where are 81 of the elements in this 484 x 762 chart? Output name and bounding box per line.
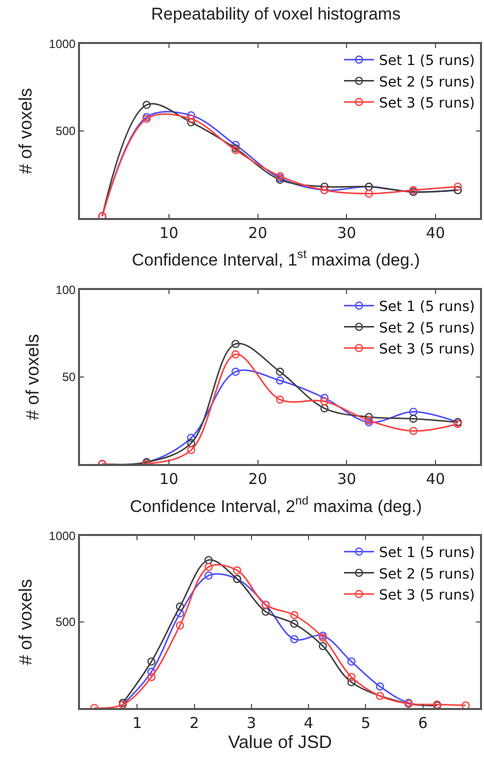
point bbox=[147, 668, 156, 676]
x-axis-title: Value of JSD bbox=[228, 732, 332, 752]
point bbox=[176, 602, 184, 611]
y-tick-label: 50 bbox=[62, 370, 76, 384]
chart-title: Repeatability of voxel histograms bbox=[151, 4, 401, 24]
legend-label: Set 2 (5 runs) bbox=[379, 566, 475, 582]
point bbox=[176, 621, 184, 630]
x-tick-label: 6 bbox=[418, 714, 428, 732]
y-axis-title: # of voxels bbox=[22, 334, 42, 420]
y-tick-label: 100 bbox=[56, 283, 76, 298]
point bbox=[187, 439, 196, 448]
chart-title: Confidence Interval, 2$^{nd}$ maxima (deg.) bbox=[130, 494, 422, 516]
legend-label: Set 3 (5 runs) bbox=[379, 95, 475, 112]
point bbox=[376, 692, 384, 700]
point bbox=[364, 190, 373, 198]
x-tick-label: 10 bbox=[159, 224, 178, 242]
point bbox=[204, 562, 213, 572]
x-tick-label: 20 bbox=[248, 224, 268, 242]
x-tick-label: 30 bbox=[337, 224, 356, 242]
point bbox=[142, 100, 151, 109]
legend-label: Set 3 (5 runs) bbox=[379, 341, 475, 358]
legend-label: Set 2 (5 runs) bbox=[379, 74, 475, 90]
point bbox=[320, 182, 329, 191]
point bbox=[409, 414, 418, 423]
x-tick-label: 10 bbox=[159, 470, 178, 488]
point bbox=[409, 408, 418, 416]
point bbox=[233, 566, 242, 574]
y-tick-label: 500 bbox=[56, 615, 76, 630]
point bbox=[231, 350, 240, 358]
point bbox=[147, 672, 156, 682]
x-tick-label: 20 bbox=[248, 470, 268, 488]
point bbox=[147, 657, 156, 666]
x-tick-label: 1 bbox=[132, 714, 142, 732]
x-tick-label: 40 bbox=[426, 224, 446, 242]
point bbox=[204, 571, 213, 580]
point bbox=[376, 682, 384, 691]
point bbox=[204, 556, 213, 564]
point bbox=[187, 434, 196, 442]
point bbox=[231, 368, 240, 376]
point bbox=[187, 446, 196, 454]
point bbox=[320, 397, 329, 406]
x-tick-label: 40 bbox=[426, 470, 446, 488]
point bbox=[276, 376, 284, 385]
x-tick-label: 2 bbox=[190, 714, 200, 732]
y-tick-label: 1000 bbox=[48, 529, 76, 544]
point bbox=[364, 412, 373, 422]
point bbox=[290, 635, 298, 644]
y-axis-title: # of voxels bbox=[16, 578, 36, 666]
point bbox=[318, 642, 327, 650]
point bbox=[276, 396, 284, 404]
point bbox=[176, 609, 184, 618]
x-tick-label: 5 bbox=[360, 714, 370, 732]
y-tick-label: 500 bbox=[56, 124, 76, 138]
point bbox=[347, 678, 356, 686]
point bbox=[187, 118, 196, 126]
legend-label: Set 2 (5 runs) bbox=[379, 320, 475, 336]
legend-label: Set 1 (5 runs) bbox=[379, 299, 475, 316]
y-axis-title: # of voxels bbox=[16, 88, 36, 174]
point bbox=[290, 620, 298, 628]
x-tick-label: 3 bbox=[246, 714, 256, 732]
chart-title: Confidence Interval, 1$^{st}$ maxima (deg.) bbox=[132, 247, 420, 270]
point bbox=[290, 611, 298, 620]
point bbox=[347, 672, 356, 682]
point bbox=[409, 426, 418, 436]
legend-label: Set 3 (5 runs) bbox=[379, 587, 475, 604]
legend-label: Set 1 (5 runs) bbox=[379, 545, 475, 562]
y-tick-label: 1000 bbox=[48, 37, 76, 52]
x-tick-label: 4 bbox=[304, 714, 314, 732]
point bbox=[347, 657, 356, 666]
point bbox=[320, 404, 329, 412]
legend-label: Set 1 (5 runs) bbox=[379, 53, 475, 70]
x-tick-label: 30 bbox=[337, 470, 356, 488]
point bbox=[231, 340, 240, 348]
point bbox=[262, 608, 270, 616]
point bbox=[276, 368, 284, 376]
point bbox=[320, 394, 329, 402]
point bbox=[454, 182, 462, 191]
point bbox=[187, 114, 196, 123]
point bbox=[462, 701, 470, 708]
point bbox=[231, 140, 240, 150]
point bbox=[187, 111, 196, 120]
